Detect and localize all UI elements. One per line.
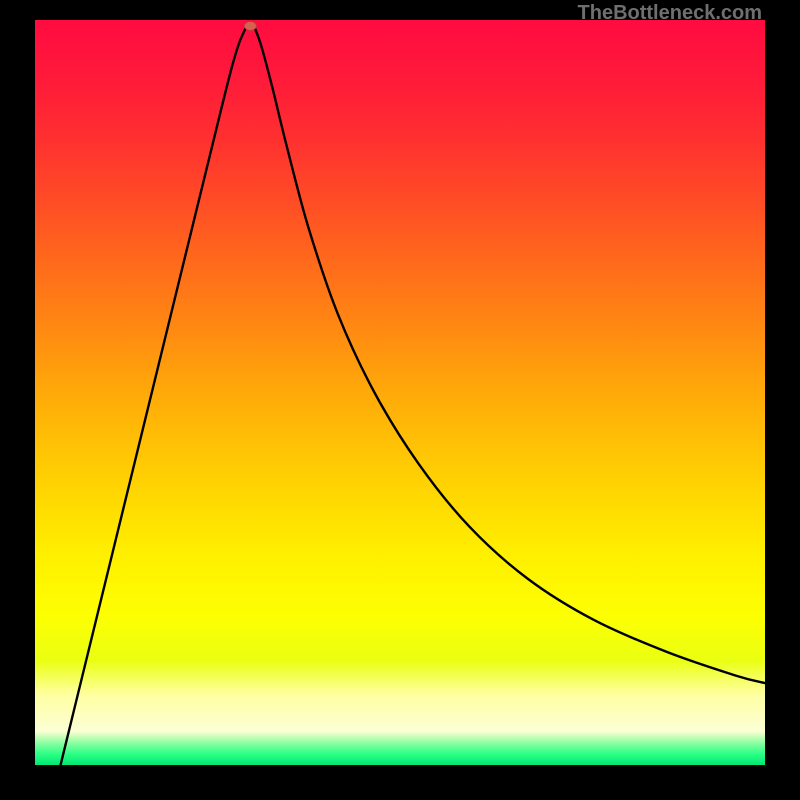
chart-container: { "watermark": { "text": "TheBottleneck.… [0,0,800,800]
plot-area [35,20,765,765]
curve-line [61,26,765,765]
minimum-marker [244,22,256,31]
bottleneck-curve [35,20,765,765]
